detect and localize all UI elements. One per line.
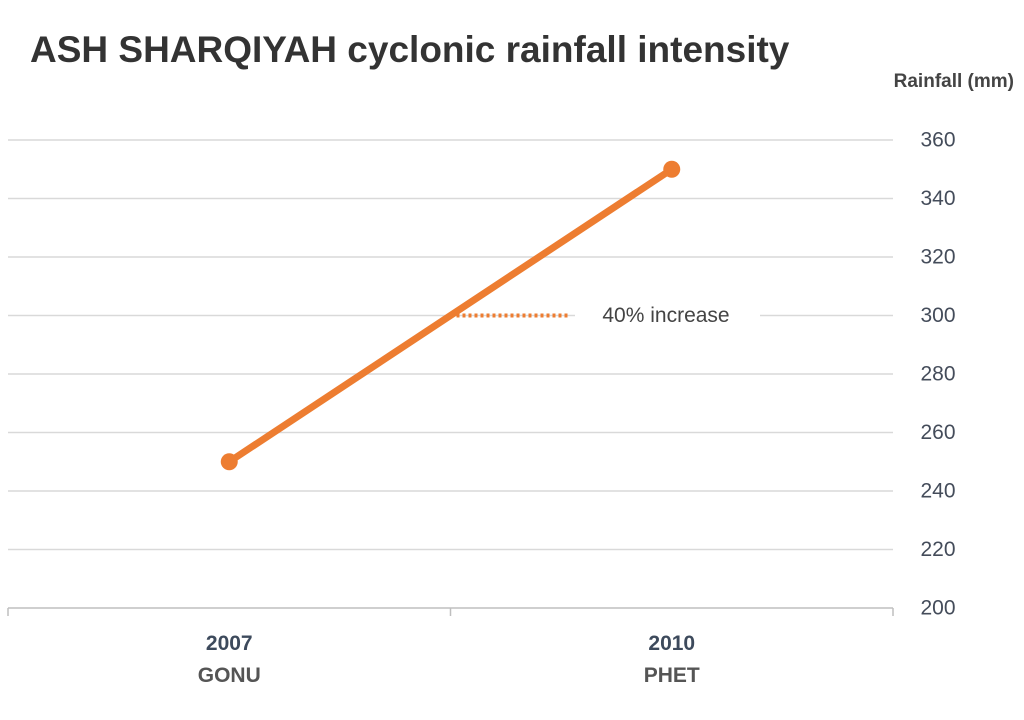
chart-title: ASH SHARQIYAH cyclonic rainfall intensit…: [30, 29, 790, 70]
y-tick-label-340: 340: [920, 187, 955, 210]
y-tick-label-240: 240: [920, 480, 955, 503]
annotation-label: 40% increase: [602, 304, 729, 327]
y-tick-label-300: 300: [920, 304, 955, 327]
x-tick-label-2010: 2010: [648, 632, 695, 655]
data-point-2010: [663, 160, 681, 178]
y-axis-label: Rainfall (mm): [894, 71, 1014, 92]
x-axis-labels: 2007 GONU 2010 PHET: [198, 632, 700, 687]
y-tick-label-320: 320: [920, 246, 955, 269]
x-axis: [7, 607, 894, 616]
y-tick-label-280: 280: [920, 363, 955, 386]
annotation-group: 40% increase: [450, 299, 760, 332]
y-tick-label-260: 260: [920, 421, 955, 444]
y-tick-label-220: 220: [920, 538, 955, 561]
x-sublabel-gonu: GONU: [198, 664, 261, 687]
series-group: [220, 160, 681, 471]
annotation-background: [575, 299, 760, 332]
y-axis-ticks: 200 220 240 260 280 300 320 340 360: [920, 129, 955, 620]
y-tick-label-360: 360: [920, 129, 955, 152]
data-point-2007: [220, 453, 238, 471]
series-line-0: [225, 165, 676, 466]
x-tick-label-2007: 2007: [206, 632, 253, 655]
x-sublabel-phet: PHET: [644, 664, 700, 687]
gridlines: [8, 139, 893, 551]
y-tick-label-200: 200: [920, 597, 955, 620]
